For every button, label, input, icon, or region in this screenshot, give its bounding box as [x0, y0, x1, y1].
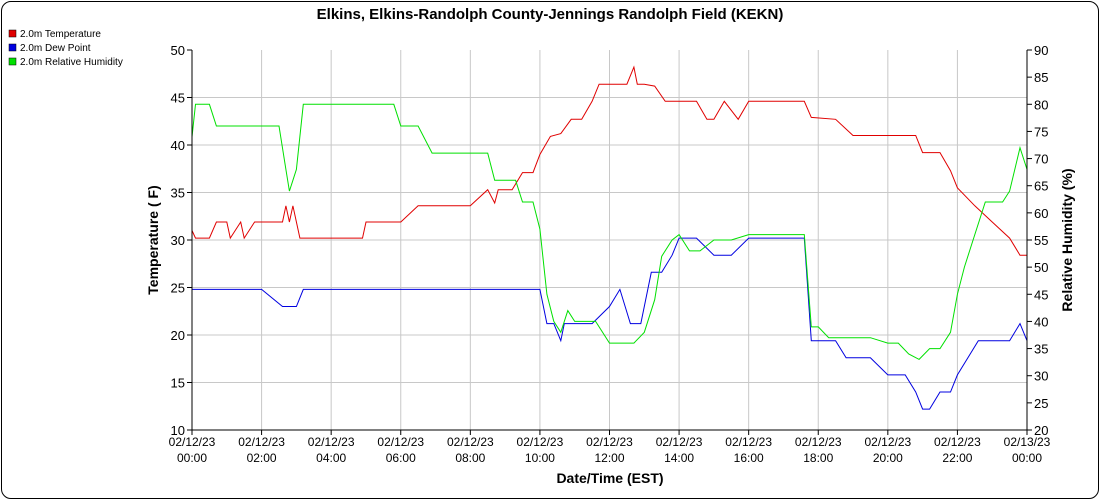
y-tick-label-right: 70: [1034, 152, 1048, 167]
y-tick-label-right: 55: [1034, 233, 1048, 248]
y-tick-label-left: 35: [171, 186, 185, 201]
y-tick-label-right: 50: [1034, 260, 1048, 275]
y-tick-label-left: 30: [171, 233, 185, 248]
legend-label: 2.0m Temperature: [20, 29, 101, 40]
x-tick-time: 04:00: [316, 451, 346, 465]
y-tick-label-left: 20: [171, 328, 185, 343]
legend-label: 2.0m Relative Humidity: [20, 57, 123, 68]
y-tick-label-left: 50: [171, 43, 185, 58]
x-tick-time: 18:00: [803, 451, 833, 465]
x-tick-date: 02/12/23: [725, 435, 772, 449]
x-ticks: 02/12/23 00:00 02/12/23 02:00 02/12/23 04:00 0…: [169, 430, 1051, 465]
y-tick-label-right: 25: [1034, 396, 1048, 411]
series-line-2-0m-temperature: [191, 65, 1027, 256]
x-tick-time: 00:00: [177, 451, 207, 465]
series-lines: [191, 65, 1028, 410]
series-line-2-0m-dew-point: [192, 237, 1028, 410]
x-tick-date: 02/12/23: [169, 435, 216, 449]
y-tick-label-left: 10: [171, 423, 185, 438]
y-tick-label-right: 40: [1034, 314, 1048, 329]
y-tick-label-right: 60: [1034, 206, 1048, 221]
x-tick-time: 10:00: [525, 451, 555, 465]
x-tick-date: 02/12/23: [656, 435, 703, 449]
x-tick-time: 12:00: [594, 451, 624, 465]
x-tick-date: 02/12/23: [795, 435, 842, 449]
y-ticks-right: 20 25 30 35 40 45 50 55 60 65 70 75 80 85 90: [1027, 43, 1048, 438]
y-tick-label-left: 25: [171, 281, 185, 296]
x-tick-date: 02/12/23: [864, 435, 911, 449]
y-tick-label-left: 15: [171, 376, 185, 391]
x-tick-date: 02/12/23: [517, 435, 564, 449]
y-tick-label-right: 75: [1034, 124, 1048, 139]
grid: [192, 50, 1027, 430]
y-tick-label-right: 80: [1034, 97, 1048, 112]
x-tick-time: 16:00: [734, 451, 764, 465]
y-tick-label-right: 85: [1034, 70, 1048, 85]
x-tick-time: 06:00: [386, 451, 416, 465]
legend-swatch: [8, 57, 17, 66]
y-tick-label-right: 30: [1034, 369, 1048, 384]
y-axis-title-right: Relative Humidity (%): [1059, 168, 1075, 311]
y-tick-label-right: 20: [1034, 423, 1048, 438]
x-tick-time: 14:00: [664, 451, 694, 465]
chart-title: Elkins, Elkins-Randolph County-Jennings …: [317, 6, 784, 23]
series-line-2-0m-relative-humidity: [191, 103, 1028, 361]
legend-swatch: [8, 43, 17, 52]
y-tick-label-right: 90: [1034, 43, 1048, 58]
x-tick-date: 02/13/23: [1004, 435, 1051, 449]
x-tick-time: 08:00: [455, 451, 485, 465]
x-tick-date: 02/12/23: [934, 435, 981, 449]
y-ticks-left: 10 15 20 25 30 35 40 45 50: [171, 43, 192, 438]
x-axis-title: Date/Time (EST): [556, 470, 663, 486]
x-tick-date: 02/12/23: [308, 435, 355, 449]
y-tick-label-right: 65: [1034, 179, 1048, 194]
x-tick-date: 02/12/23: [447, 435, 494, 449]
legend-label: 2.0m Dew Point: [20, 43, 91, 54]
x-tick-date: 02/12/23: [586, 435, 633, 449]
x-tick-time: 00:00: [1012, 451, 1042, 465]
y-tick-label-left: 40: [171, 138, 185, 153]
legend: 2.0m Temperature 2.0m Dew Point 2.0m Relat…: [8, 29, 123, 68]
y-tick-label-left: 45: [171, 91, 185, 106]
x-tick-time: 02:00: [247, 451, 277, 465]
x-tick-time: 20:00: [873, 451, 903, 465]
y-axis-title-left: Temperature ( F): [145, 185, 161, 294]
legend-swatch: [8, 29, 17, 38]
x-tick-date: 02/12/23: [238, 435, 285, 449]
x-tick-date: 02/12/23: [377, 435, 424, 449]
y-tick-label-right: 35: [1034, 342, 1048, 357]
y-tick-label-right: 45: [1034, 287, 1048, 302]
x-tick-time: 22:00: [942, 451, 972, 465]
